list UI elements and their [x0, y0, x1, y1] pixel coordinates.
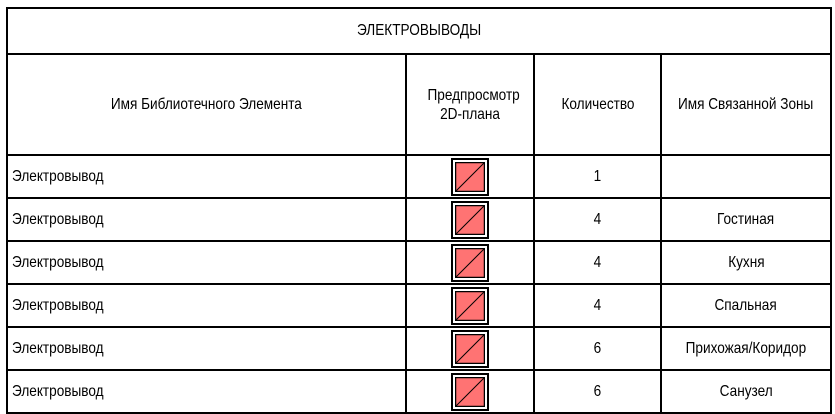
cell-preview — [405, 369, 535, 414]
table-row: Электровывод 1 — [6, 154, 833, 199]
cell-zone: Санузел — [659, 369, 833, 414]
cell-name: Электровывод — [6, 283, 407, 328]
cell-preview — [405, 240, 535, 285]
cell-quantity: 4 — [533, 240, 662, 285]
table-row: Электровывод 4 Гостиная — [6, 197, 833, 242]
outlet-symbol-icon — [451, 243, 489, 282]
cell-name: Электровывод — [6, 326, 407, 371]
cell-quantity: 1 — [533, 154, 662, 199]
header-preview: Предпросмотр 2D-плана — [405, 53, 535, 156]
table-row: Электровывод 4 Кухня — [6, 240, 833, 285]
outlet-symbol-icon — [451, 157, 489, 196]
cell-quantity: 4 — [533, 283, 662, 328]
cell-name: Электровывод — [6, 197, 407, 242]
cell-preview — [405, 197, 535, 242]
cell-name: Электровывод — [6, 369, 407, 414]
outlet-symbol-icon — [451, 200, 489, 239]
table-row: Электровывод 4 Спальная — [6, 283, 833, 328]
outlet-symbol-icon — [451, 329, 489, 368]
cell-quantity: 6 — [533, 326, 662, 371]
cell-quantity: 6 — [533, 369, 662, 414]
cell-zone: Гостиная — [659, 197, 833, 242]
cell-zone: Спальная — [659, 283, 833, 328]
table-row: Электровывод 6 Санузел — [6, 369, 833, 414]
table-title: ЭЛЕКТРОВЫВОДЫ — [5, 7, 833, 55]
header-quantity: Количество — [533, 53, 662, 156]
cell-name: Электровывод — [6, 154, 407, 199]
header-zone: Имя Связанной Зоны — [659, 53, 833, 156]
cell-zone — [659, 154, 833, 199]
schedule-table: ЭЛЕКТРОВЫВОДЫ Имя Библиотечного Элемента… — [5, 7, 833, 414]
table-row: Электровывод 6 Прихожая/Коридор — [6, 326, 833, 371]
cell-preview — [405, 283, 535, 328]
cell-quantity: 4 — [533, 197, 662, 242]
outlet-symbol-icon — [451, 286, 489, 325]
cell-zone: Прихожая/Коридор — [659, 326, 833, 371]
cell-zone: Кухня — [659, 240, 833, 285]
header-name: Имя Библиотечного Элемента — [6, 53, 407, 156]
cell-preview — [405, 326, 535, 371]
cell-preview — [405, 154, 535, 199]
outlet-symbol-icon — [451, 372, 489, 411]
cell-name: Электровывод — [6, 240, 407, 285]
